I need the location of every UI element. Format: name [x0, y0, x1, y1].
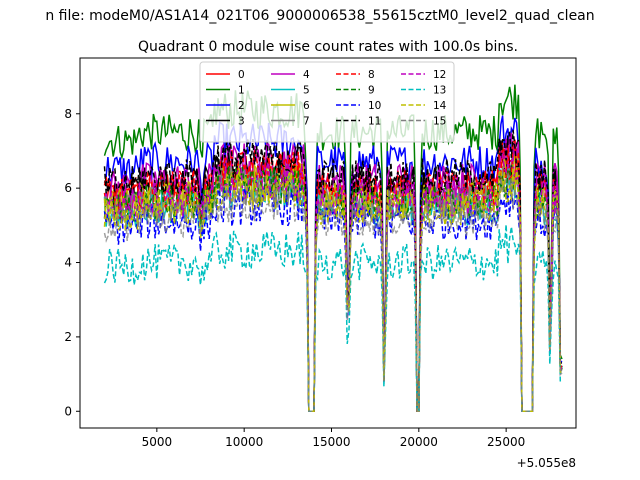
chart-title: Quadrant 0 module wise count rates with … [138, 39, 518, 55]
series-line-4 [103, 132, 563, 413]
legend-label-4: 4 [303, 69, 310, 81]
x-tick-label: 15000 [312, 435, 350, 449]
legend-box [199, 61, 455, 143]
series-line-14 [103, 164, 563, 413]
x-tick-label: 10000 [225, 435, 263, 449]
axes-frame [79, 57, 577, 429]
legend-label-11: 11 [368, 116, 381, 128]
legend-label-8: 8 [368, 69, 375, 81]
y-axis: 0 2 4 6 8 [64, 107, 80, 418]
legend-label-13: 13 [433, 85, 446, 97]
series-line-13 [103, 224, 563, 413]
legend-label-15: 15 [433, 116, 446, 128]
legend-label-6: 6 [303, 100, 310, 112]
series-layer [103, 84, 563, 413]
x-tick-label: 25000 [487, 435, 525, 449]
legend-label-0: 0 [238, 69, 245, 81]
legend-label-3: 3 [238, 116, 245, 128]
legend-label-7: 7 [303, 116, 310, 128]
legend-label-5: 5 [303, 85, 310, 97]
series-line-1 [103, 84, 563, 413]
figure-suptitle: n file: modeM0/AS1A14_021T06_9000006538_… [45, 8, 594, 24]
x-tick-label: 5000 [142, 435, 173, 449]
x-tick-label: 20000 [400, 435, 438, 449]
legend-label-1: 1 [238, 85, 245, 97]
y-tick-label: 4 [64, 256, 72, 270]
legend-label-2: 2 [238, 100, 245, 112]
legend-label-10: 10 [368, 100, 381, 112]
legend-label-12: 12 [433, 69, 446, 81]
y-tick-label: 6 [64, 181, 72, 195]
y-tick-label: 0 [64, 404, 72, 418]
y-tick-label: 2 [64, 330, 72, 344]
x-axis-offset-label: +5.055e8 [517, 456, 576, 470]
x-axis: 5000 10000 15000 20000 25000 [142, 428, 525, 449]
legend-label-14: 14 [433, 100, 447, 112]
series-line-8 [103, 139, 563, 413]
series-line-11 [103, 130, 563, 413]
series-line-15 [103, 172, 563, 413]
y-tick-label: 8 [64, 107, 72, 121]
legend-label-9: 9 [368, 85, 375, 97]
